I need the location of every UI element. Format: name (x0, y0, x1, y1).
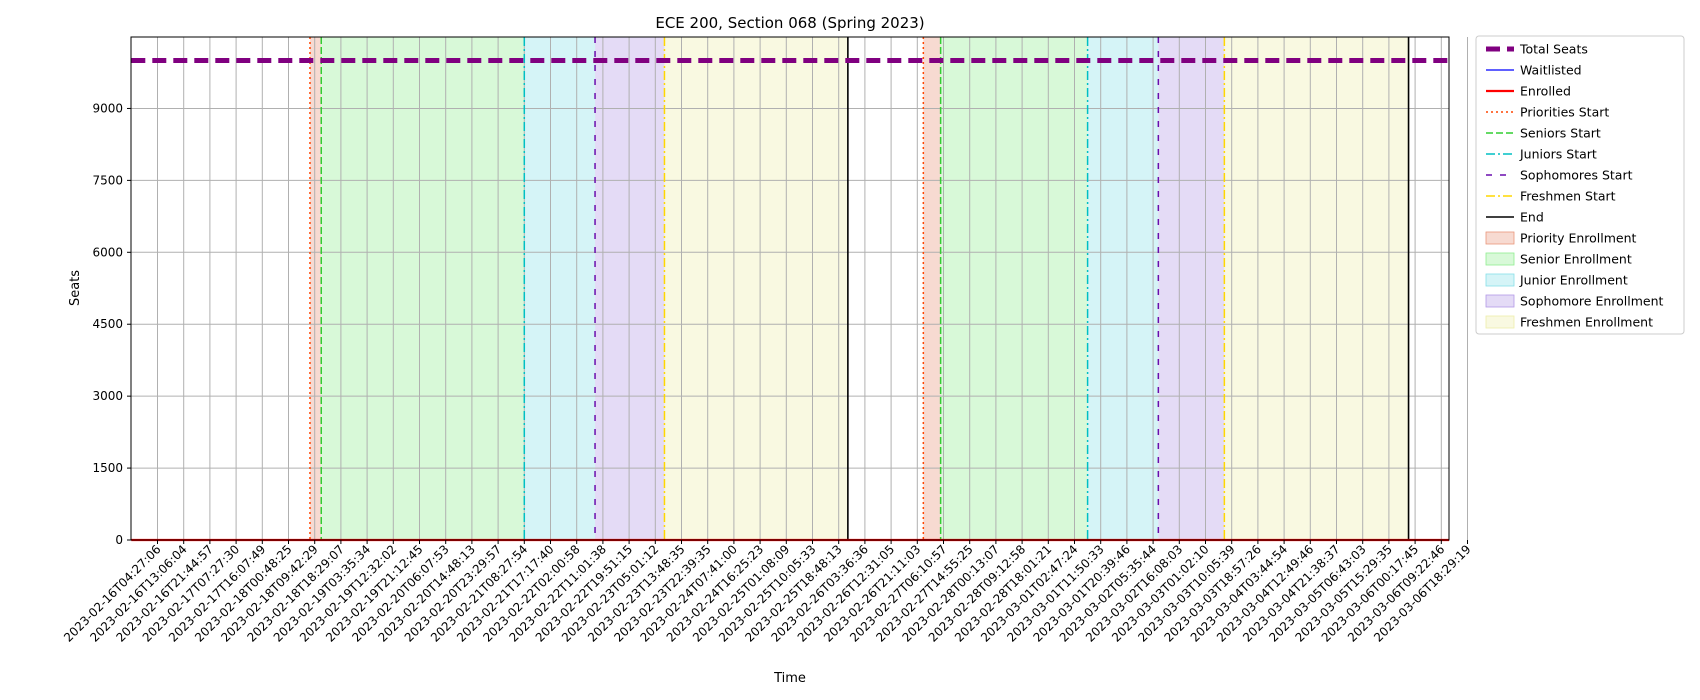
phase-markers (309, 37, 1410, 540)
legend-entry: Waitlisted (1520, 63, 1582, 78)
legend-frame (1475, 35, 1685, 335)
legend-entry: Sophomores Start (1520, 168, 1633, 183)
period-3-0 (595, 37, 665, 540)
legend-swatch (1485, 294, 1515, 308)
period-3-1 (1158, 37, 1225, 540)
y-tick-label: 3000 (92, 389, 123, 403)
period-2-1 (1087, 37, 1159, 540)
legend-entry: Priorities Start (1520, 105, 1609, 120)
legend-entry: Freshmen Start (1520, 189, 1616, 204)
period-1-0 (321, 37, 525, 540)
period-0-1 (923, 37, 941, 540)
y-tick-label: 4500 (92, 317, 123, 331)
legend-swatch (1485, 315, 1515, 329)
legend: Total Seats Waitlisted Enrolled Priorities … (1475, 35, 1685, 335)
x-axis-label: Time (773, 671, 806, 686)
period-4-1 (1224, 37, 1409, 540)
y-axis-label: Seats (68, 270, 83, 306)
legend-swatch (1485, 273, 1515, 287)
legend-swatch (1485, 252, 1515, 266)
period-4-0 (664, 37, 848, 540)
legend-entry: Total Seats (1519, 42, 1588, 57)
y-tick-label: 6000 (92, 245, 123, 259)
chart-title: ECE 200, Section 068 (Spring 2023) (655, 14, 924, 32)
legend-entry: Juniors Start (1519, 147, 1597, 162)
y-tick-label: 0 (115, 533, 123, 547)
y-tick-label: 1500 (92, 461, 123, 475)
legend-entry: Enrolled (1520, 84, 1571, 99)
legend-entry: Seniors Start (1520, 126, 1601, 141)
legend-entry: Freshmen Enrollment (1520, 315, 1653, 330)
y-tick-label: 9000 (92, 101, 123, 115)
gridlines (131, 37, 1468, 541)
legend-entry: End (1520, 210, 1544, 225)
period-0-0 (309, 37, 322, 540)
period-1-1 (940, 37, 1088, 540)
period-2-0 (524, 37, 596, 540)
plot-frame (130, 36, 1450, 541)
legend-entry: Junior Enrollment (1519, 273, 1628, 288)
legend-swatch (1485, 231, 1515, 245)
y-axis-ticks: 0 1500 3000 4500 6000 7500 9000 (92, 101, 131, 547)
legend-entry: Sophomore Enrollment (1520, 294, 1664, 309)
x-axis-ticks: 2023-02-16T04:27:062023-02-16T13:06:0420… (61, 540, 1474, 645)
legend-entry: Priority Enrollment (1520, 231, 1637, 246)
phase-periods (309, 37, 1409, 540)
legend-entry: Senior Enrollment (1520, 252, 1632, 267)
y-tick-label: 7500 (92, 173, 123, 187)
